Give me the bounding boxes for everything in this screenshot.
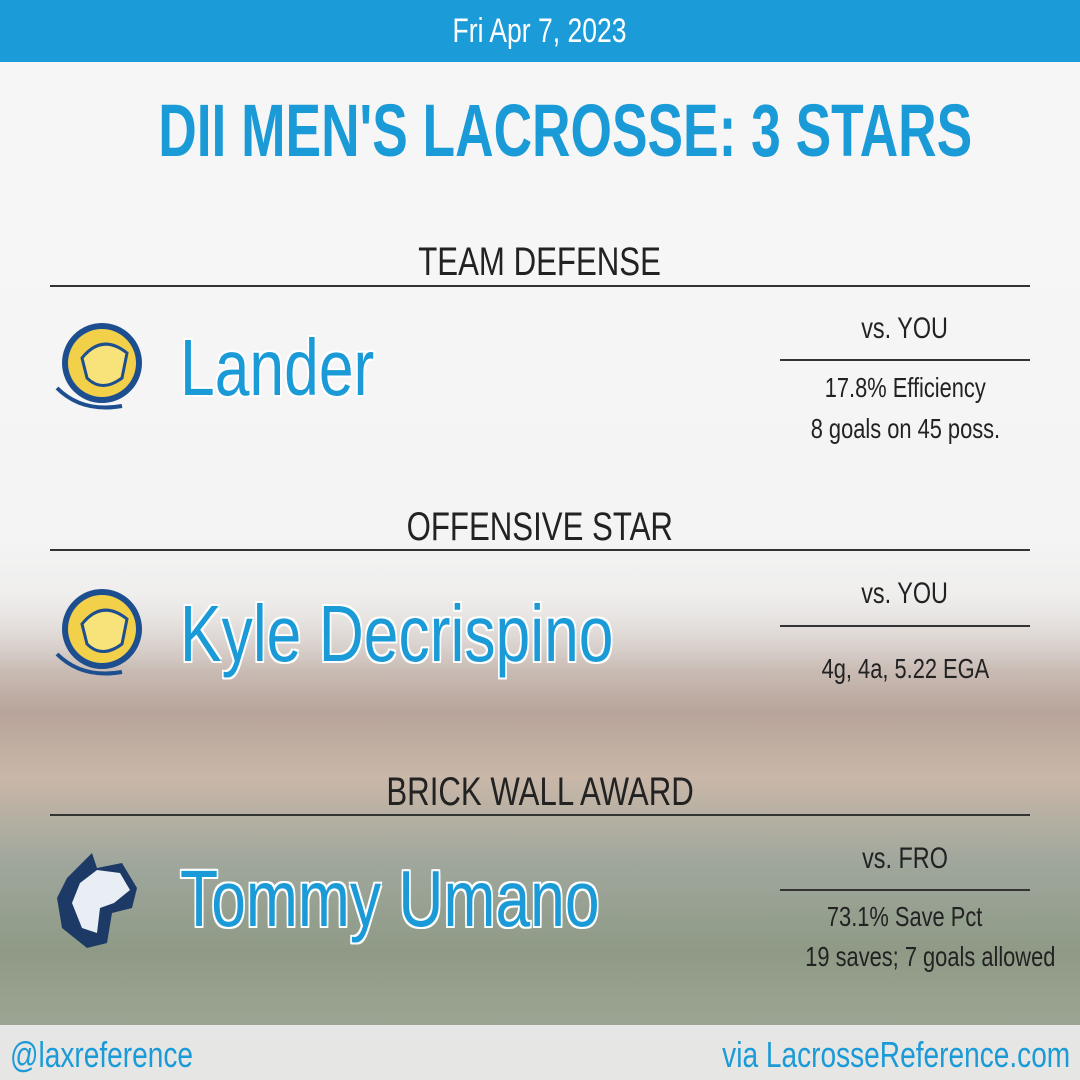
opponent-text: vs. YOU bbox=[861, 577, 949, 610]
section-heading: TEAM DEFENSE bbox=[0, 240, 1080, 285]
name-text: Kyle Decrispino bbox=[180, 589, 614, 678]
player-name: Kyle Decrispino bbox=[180, 588, 736, 680]
opponent: vs. YOU bbox=[780, 312, 1030, 346]
source-text: via LacrosseReference.com bbox=[721, 1034, 1070, 1075]
opponent: vs. FRO bbox=[780, 842, 1030, 876]
player-name: Tommy Umano bbox=[180, 853, 718, 945]
heading-text: OFFENSIVE STAR bbox=[406, 505, 674, 549]
stat-text: 73.1% Save Pct bbox=[827, 901, 983, 932]
handle-text: @laxreference bbox=[10, 1034, 194, 1075]
opponent-text: vs. FRO bbox=[862, 842, 948, 875]
opponent-text: vs. YOU bbox=[861, 312, 949, 345]
team-name: Lander bbox=[180, 322, 429, 414]
section-heading: BRICK WALL AWARD bbox=[0, 770, 1080, 815]
stat-text: 19 saves; 7 goals allowed bbox=[805, 941, 1056, 972]
stat-line: 17.8% Efficiency bbox=[770, 372, 1040, 404]
divider bbox=[50, 549, 1030, 551]
stat-line: 73.1% Save Pct bbox=[770, 901, 1040, 933]
opponent: vs. YOU bbox=[780, 577, 1030, 611]
team-logo bbox=[55, 323, 142, 410]
name-text: Lander bbox=[180, 323, 375, 412]
stat-line: 19 saves; 7 goals allowed bbox=[770, 941, 1055, 973]
handle: @laxreference bbox=[10, 1034, 245, 1076]
team-logo bbox=[55, 589, 142, 676]
stat-text: 4g, 4a, 5.22 EGA bbox=[821, 653, 989, 684]
header-bar: Fri Apr 7, 2023 bbox=[0, 0, 1080, 62]
stat-text: 8 goals on 45 poss. bbox=[810, 413, 1000, 444]
name-text: Tommy Umano bbox=[180, 854, 600, 943]
title: DII MEN'S LACROSSE: 3 STARS bbox=[0, 88, 1080, 173]
footer-bar bbox=[0, 1025, 1080, 1080]
stat-line: 4g, 4a, 5.22 EGA bbox=[770, 653, 1040, 685]
divider bbox=[50, 285, 1030, 287]
section-heading: OFFENSIVE STAR bbox=[0, 505, 1080, 550]
divider bbox=[780, 625, 1030, 627]
divider bbox=[50, 814, 1030, 816]
title-text: DII MEN'S LACROSSE: 3 STARS bbox=[158, 89, 973, 172]
divider bbox=[780, 889, 1030, 891]
team-logo bbox=[57, 853, 137, 948]
source: via LacrosseReference.com bbox=[624, 1034, 1070, 1076]
heading-text: BRICK WALL AWARD bbox=[386, 770, 694, 814]
stat-line: 8 goals on 45 poss. bbox=[770, 413, 1040, 445]
heading-text: TEAM DEFENSE bbox=[418, 240, 662, 284]
divider bbox=[780, 359, 1030, 361]
date: Fri Apr 7, 2023 bbox=[453, 12, 627, 50]
stat-text: 17.8% Efficiency bbox=[824, 372, 986, 403]
